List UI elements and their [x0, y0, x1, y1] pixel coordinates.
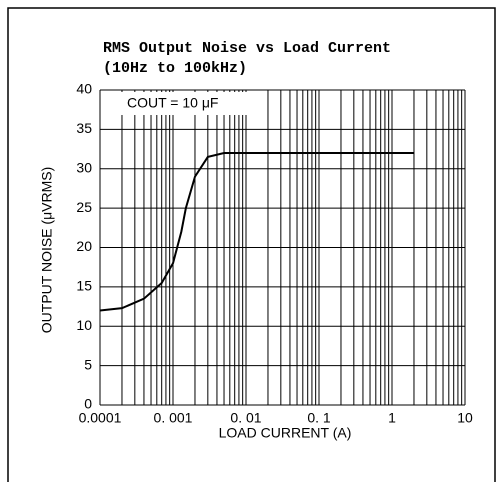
x-tick-label: 0. 1 [307, 410, 331, 426]
series-line [99, 152, 414, 312]
frame [7, 7, 496, 482]
y-tick-label: 35 [76, 120, 92, 136]
chart-subtitle: (10Hz to 100kHz) [103, 60, 247, 77]
annotation-text: COUT = 10 μF [127, 95, 218, 111]
y-tick-label: 15 [76, 278, 92, 294]
y-tick-label: 0 [84, 396, 92, 412]
x-axis-label: LOAD CURRENT (A) [219, 425, 352, 441]
chart-title: RMS Output Noise vs Load Current [103, 40, 391, 57]
y-axis-label: OUTPUT NOISE (μVRMS) [39, 167, 55, 333]
x-tick-label: 1 [388, 410, 396, 426]
y-tick-label: 25 [76, 199, 92, 215]
annotation: COUT = 10 μF [120, 92, 250, 115]
x-tick-label: 0. 01 [230, 410, 261, 426]
x-tick-label: 0. 001 [154, 410, 193, 426]
y-tick-label: 40 [76, 81, 92, 97]
y-tick-label: 5 [84, 356, 92, 372]
y-tick-label: 30 [76, 159, 92, 175]
x-tick-label: 0.0001 [79, 410, 122, 426]
y-tick-label: 10 [76, 317, 92, 333]
y-tick-label: 20 [76, 238, 92, 254]
x-tick-label: 10 [457, 410, 473, 426]
annotation-box [120, 92, 250, 115]
